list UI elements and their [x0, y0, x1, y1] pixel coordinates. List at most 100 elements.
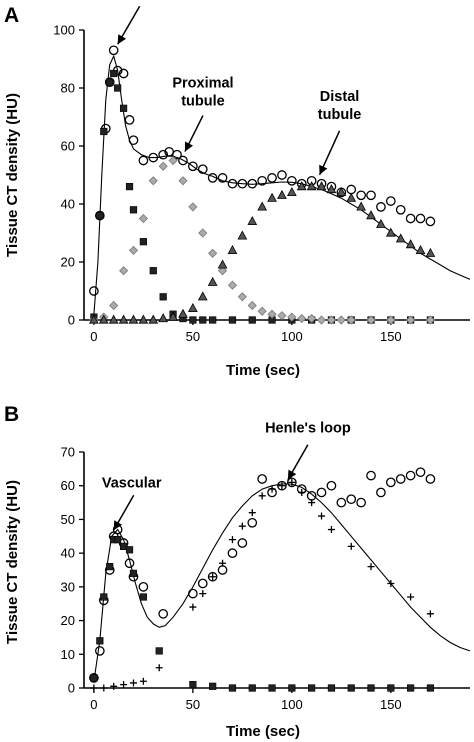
panel-a-filled-square-point [209, 316, 217, 324]
panel-a-gray-diamond-point [297, 313, 307, 324]
panel-a-filled-square-point [96, 212, 104, 220]
panel-b-filled-square-point [114, 536, 122, 544]
panel-a-gray-diamond-point [267, 309, 277, 319]
panel-b-filled-square-point [155, 647, 163, 655]
panel-a-triangle-point [197, 291, 208, 301]
panel-b-filled-square-point [139, 593, 147, 601]
panel-b-plus-point [288, 478, 296, 486]
panel-a-open-circle-point [104, 77, 115, 88]
panel-a-triangle-point [286, 186, 297, 196]
panel-b-plus-point [120, 681, 128, 689]
panel-a-gray-diamond-point [336, 315, 346, 325]
panel-b-y-tick-label: 0 [68, 681, 75, 696]
panel-b-filled-square-point [288, 684, 296, 692]
panel-b-open-circle-point [316, 487, 327, 498]
panel-b-y-tick-label: 20 [61, 613, 75, 628]
panel-b-filled-square-point [209, 682, 217, 690]
panel-b-open-circle-point [306, 490, 317, 501]
panel-a-triangle-point [227, 244, 238, 254]
panel-b-plus-point [129, 679, 137, 687]
panel-a-open-circle-point [237, 178, 248, 189]
panel-b-annotation-label: Vascular [102, 475, 162, 491]
panel-a-gray-diamond-point [128, 245, 139, 255]
panel-a-filled-square-point [149, 267, 157, 275]
panel-a-gray-diamond-point [158, 161, 168, 171]
panel-a-triangle-point [138, 314, 149, 324]
panel-a-open-circle-point [128, 135, 139, 146]
panel-a-open-circle-point [267, 173, 277, 183]
panel-b-open-circle-point [395, 474, 406, 484]
panel-a-triangle-point [385, 227, 396, 237]
panel-a-y-tick-label: 40 [61, 197, 75, 212]
panel-a-gray-diamond-point [277, 311, 287, 321]
panel-a-filled-square-point [139, 238, 147, 246]
panel-b-open-circle-point [94, 646, 105, 656]
panel-a-y-tick-label: 20 [61, 255, 75, 270]
panel-b-filled-square-point [327, 684, 336, 692]
panel-a-open-circle-point [425, 216, 436, 227]
panel-a-open-circle-point [178, 155, 188, 166]
panel-a-filled-square-point [248, 316, 256, 324]
panel-b-letter: B [4, 403, 19, 426]
panel-b-x-tick-label: 150 [380, 697, 402, 712]
panel-a-annotation-arrowhead [319, 164, 328, 175]
panel-b-plus-point [327, 526, 335, 534]
panel-a-triangle-point [128, 314, 139, 324]
panel-a-triangle-point [296, 181, 307, 191]
panel-b-open-circle-point [227, 548, 238, 558]
panel-b-open-circle-point [286, 477, 297, 488]
panel-b-plus-point [209, 573, 217, 581]
panel-a-open-circle-point [257, 175, 268, 186]
panel-a-open-circle-point [277, 170, 287, 180]
panel-b-open-circle-point [277, 480, 287, 491]
panel-b-y-tick-label: 10 [61, 647, 75, 662]
panel-b-filled-square-point [189, 681, 197, 689]
panel-b: B Tissue CT density (HU) Time (sec) 0 10 2… [4, 403, 471, 740]
panel-b-plus-point [100, 684, 108, 692]
panel-a-gray-diamond-point [346, 315, 356, 325]
panel-b-plus-point [308, 499, 316, 507]
panel-a-triangle-point [217, 259, 228, 269]
panel-a-triangle-point [89, 314, 99, 324]
panel-a-filled-square-point [129, 206, 138, 214]
panel-a-gray-diamond-point [257, 306, 267, 316]
panel-a-open-circle-point [286, 175, 297, 186]
panel-a-triangle-point [237, 230, 248, 240]
panel-a-annotation-arrowhead [184, 141, 194, 152]
panel-a-x-tick-label: 150 [380, 329, 402, 344]
panel-b-filled-square-point [100, 593, 108, 601]
panel-a-open-circle-point [385, 196, 396, 206]
panel-b-open-circle-point [346, 494, 357, 505]
panel-a-open-circle-point [89, 286, 99, 296]
panel-b-open-circle-point [257, 474, 268, 484]
panel-b-annotation-arrowhead [287, 469, 297, 480]
panel-a-open-circle-point [148, 152, 159, 163]
panel-b-filled-square-point [96, 637, 104, 645]
panel-b-plus-point [278, 482, 286, 490]
panel-b-filled-square-point [367, 684, 375, 692]
panel-b-plus-point [407, 593, 415, 601]
panel-a-fit-curve [93, 54, 471, 315]
panel-a-triangle-point [98, 314, 109, 324]
panel-a-x-tick-label: 50 [186, 329, 200, 344]
panel-a-annotation-label: Distal tubule [318, 89, 362, 123]
panel-b-open-circle-point [217, 565, 228, 575]
panel-b-filled-square-point [426, 684, 435, 692]
panel-b-open-circle-point [385, 477, 396, 488]
panel-a-open-circle-point [395, 204, 406, 215]
panel-a-open-circle-point [118, 68, 129, 79]
panel-a-gray-diamond-point [227, 280, 238, 290]
panel-a-triangle-point [257, 201, 268, 211]
panel-b-plus-point [110, 682, 118, 690]
panel-b-filled-square-point [308, 684, 316, 692]
panel-a-y-axis-title: Tissue CT density (HU) [4, 93, 21, 257]
panel-b-plus-point [248, 509, 256, 517]
panel-b-y-tick-label: 30 [61, 579, 75, 594]
panel-a-gray-diamond-point [138, 213, 148, 224]
panel-b-filled-square-point [228, 684, 237, 692]
panel-a-open-circle-point [247, 178, 258, 189]
panel-a-triangle-point [425, 247, 436, 257]
panel-a-triangle-point [108, 314, 119, 324]
panel-a-open-circle-point [346, 184, 357, 195]
panel-b-plus-point [318, 512, 326, 520]
